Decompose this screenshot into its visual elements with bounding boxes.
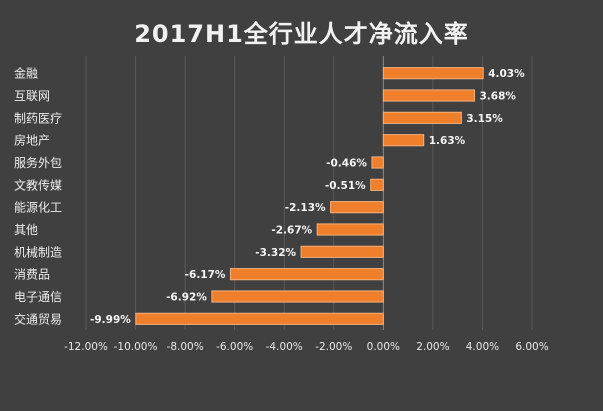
x-tick-label: 2.00% bbox=[416, 341, 449, 353]
data-label: 3.68% bbox=[480, 91, 517, 103]
data-label: -0.51% bbox=[325, 180, 366, 192]
x-tick-label: -10.00% bbox=[114, 341, 158, 353]
category-label: 交通贸易 bbox=[14, 311, 62, 326]
data-label: -0.46% bbox=[326, 158, 367, 170]
bar bbox=[229, 268, 384, 281]
bar bbox=[370, 178, 384, 191]
data-label: 1.63% bbox=[429, 135, 466, 147]
category-label: 能源化工 bbox=[14, 201, 62, 215]
data-label: -9.99% bbox=[90, 314, 131, 326]
data-label: -6.92% bbox=[166, 292, 207, 304]
category-label: 文教传媒 bbox=[14, 177, 62, 192]
category-label: 机械制造 bbox=[14, 244, 62, 259]
x-tick-label: 6.00% bbox=[515, 341, 548, 353]
data-label: 3.15% bbox=[466, 113, 503, 125]
gridlines bbox=[85, 56, 533, 330]
x-tick-label: -12.00% bbox=[64, 341, 108, 353]
data-label: 4.03% bbox=[488, 68, 525, 80]
bar bbox=[371, 156, 384, 169]
data-label: -2.67% bbox=[271, 225, 312, 237]
bars bbox=[135, 67, 484, 325]
x-tick-label: -8.00% bbox=[167, 341, 204, 353]
category-label: 房地产 bbox=[14, 133, 50, 148]
category-label: 互联网 bbox=[14, 89, 50, 103]
bar bbox=[330, 201, 384, 214]
chart-title: 2017H1全行业人才净流入率 bbox=[134, 20, 469, 48]
x-tick-label: 4.00% bbox=[466, 341, 499, 353]
data-label: -2.13% bbox=[285, 202, 326, 214]
bar bbox=[382, 67, 484, 80]
category-label: 金融 bbox=[14, 66, 38, 81]
bar bbox=[382, 134, 425, 147]
data-label: -3.32% bbox=[255, 247, 296, 259]
bar bbox=[135, 312, 384, 325]
category-label: 消费品 bbox=[14, 268, 50, 282]
bar bbox=[316, 223, 384, 236]
category-label: 制药医疗 bbox=[14, 111, 62, 125]
x-tick-label: -2.00% bbox=[315, 341, 352, 353]
x-tick-label: -4.00% bbox=[266, 341, 303, 353]
x-tick-label: -6.00% bbox=[216, 341, 253, 353]
data-label: -6.17% bbox=[185, 269, 226, 281]
bar bbox=[300, 245, 384, 258]
category-label: 电子通信 bbox=[14, 290, 62, 304]
category-label: 其他 bbox=[14, 223, 38, 237]
labels: -12.00% -10.00% -8.00% -6.00% -4.00% -2.00% 0.… bbox=[14, 66, 549, 353]
category-label: 服务外包 bbox=[14, 155, 62, 170]
bar bbox=[382, 111, 462, 124]
bar bbox=[211, 290, 384, 303]
x-tick-label: 0.00% bbox=[367, 341, 400, 353]
bar bbox=[382, 89, 476, 102]
